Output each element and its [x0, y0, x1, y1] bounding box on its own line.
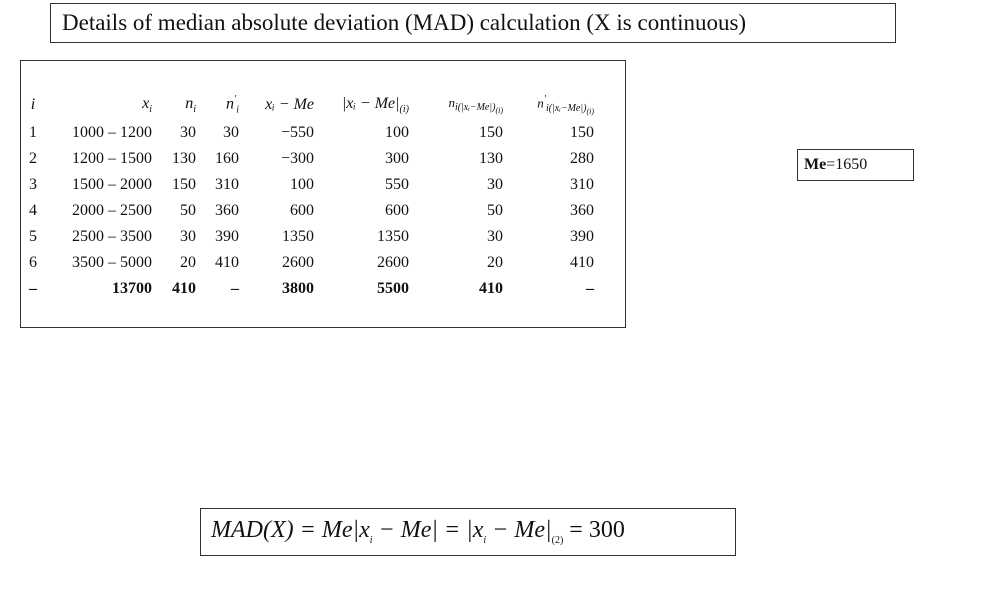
- table-cell: 50: [180, 202, 196, 219]
- mad-formula: MAD(X) = Me|xi − Me| = |xi − Me|(2) = 30…: [200, 508, 736, 556]
- table-header-row: i xi ni n′i xᵢ − Me |xᵢ − Me|(i) ni(|xᵢ−…: [21, 90, 597, 120]
- table-cell: 160: [215, 150, 239, 167]
- table-cell: –: [231, 280, 239, 297]
- table-cell: 300: [385, 150, 409, 167]
- header-deviation: xᵢ − Me: [265, 96, 314, 113]
- table-row: 1 1000 – 1200 30 30 −550 100 150 150: [21, 120, 597, 146]
- table-cell: 150: [479, 124, 503, 141]
- table-cell: –: [586, 280, 594, 297]
- table-row: 3 1500 – 2000 150 310 100 550 30 310: [21, 172, 597, 198]
- table-cell: 390: [570, 228, 594, 245]
- table-cell: 2: [29, 150, 37, 167]
- median-box: Me=1650: [797, 149, 914, 181]
- table-cell: 550: [385, 176, 409, 193]
- table-cell: 390: [215, 228, 239, 245]
- header-cum-n-abs: n′i(|xᵢ−Me|)(i): [537, 94, 594, 116]
- table-cell: 130: [479, 150, 503, 167]
- table-cell: 1500 – 2000: [72, 176, 152, 193]
- header-n-abs: ni(|xᵢ−Me|)(i): [448, 94, 503, 116]
- mad-table: i xi ni n′i xᵢ − Me |xᵢ − Me|(i) ni(|xᵢ−…: [21, 90, 597, 302]
- table-cell: 1350: [377, 228, 409, 245]
- table-cell: 360: [215, 202, 239, 219]
- table-cell: 5500: [377, 280, 409, 297]
- table-cell: 6: [29, 254, 37, 271]
- table-total-row: – 13700 410 – 3800 5500 410 –: [21, 276, 597, 302]
- header-i: i: [30, 96, 36, 113]
- table-cell: 30: [487, 228, 503, 245]
- table-cell: 20: [180, 254, 196, 271]
- header-cum-ni: n′i: [226, 94, 239, 116]
- table-cell: 5: [29, 228, 37, 245]
- table-cell: 310: [215, 176, 239, 193]
- table-cell: 100: [385, 124, 409, 141]
- table-cell: 100: [290, 176, 314, 193]
- table-cell: 13700: [112, 280, 152, 297]
- table-cell: 1000 – 1200: [72, 124, 152, 141]
- table-cell: 3: [29, 176, 37, 193]
- table-cell: 360: [570, 202, 594, 219]
- table-cell: 410: [479, 280, 503, 297]
- table-cell: 410: [172, 280, 196, 297]
- table-cell: –: [29, 280, 37, 297]
- header-xi: xi: [142, 94, 152, 116]
- table-cell: 410: [570, 254, 594, 271]
- table-cell: 30: [223, 124, 239, 141]
- table-cell: 600: [290, 202, 314, 219]
- table-cell: 310: [570, 176, 594, 193]
- table-cell: 1200 – 1500: [72, 150, 152, 167]
- title-box: Details of median absolute deviation (MA…: [50, 3, 896, 43]
- table-cell: 20: [487, 254, 503, 271]
- table-cell: −300: [280, 150, 314, 167]
- median-label: Me: [804, 156, 827, 173]
- table-cell: 4: [29, 202, 37, 219]
- table-row: 4 2000 – 2500 50 360 600 600 50 360: [21, 198, 597, 224]
- table-cell: 280: [570, 150, 594, 167]
- table-cell: −550: [280, 124, 314, 141]
- header-ni: ni: [185, 94, 196, 116]
- table-cell: 600: [385, 202, 409, 219]
- table-cell: 50: [487, 202, 503, 219]
- table-cell: 30: [180, 124, 196, 141]
- table-cell: 2500 – 3500: [72, 228, 152, 245]
- table-cell: 150: [172, 176, 196, 193]
- mad-result: 300: [588, 517, 625, 543]
- title: Details of median absolute deviation (MA…: [62, 10, 747, 35]
- table-cell: 2000 – 2500: [72, 202, 152, 219]
- table-cell: 3800: [282, 280, 314, 297]
- table-row: 6 3500 – 5000 20 410 2600 2600 20 410: [21, 250, 597, 276]
- table-cell: 2600: [282, 254, 314, 271]
- table-cell: 3500 – 5000: [72, 254, 152, 271]
- median-value: =1650: [826, 156, 868, 173]
- table-cell: 1: [29, 124, 37, 141]
- table-cell: 30: [180, 228, 196, 245]
- table-cell: 2600: [377, 254, 409, 271]
- table-cell: 130: [172, 150, 196, 167]
- table-cell: 30: [487, 176, 503, 193]
- mad-table-box: i xi ni n′i xᵢ − Me |xᵢ − Me|(i) ni(|xᵢ−…: [20, 60, 626, 328]
- table-cell: 1350: [282, 228, 314, 245]
- table-cell: 150: [570, 124, 594, 141]
- table-cell: 410: [215, 254, 239, 271]
- table-row: 5 2500 – 3500 30 390 1350 1350 30 390: [21, 224, 597, 250]
- table-row: 2 1200 – 1500 130 160 −300 300 130 280: [21, 146, 597, 172]
- header-abs-deviation: |xᵢ − Me|(i): [341, 94, 409, 116]
